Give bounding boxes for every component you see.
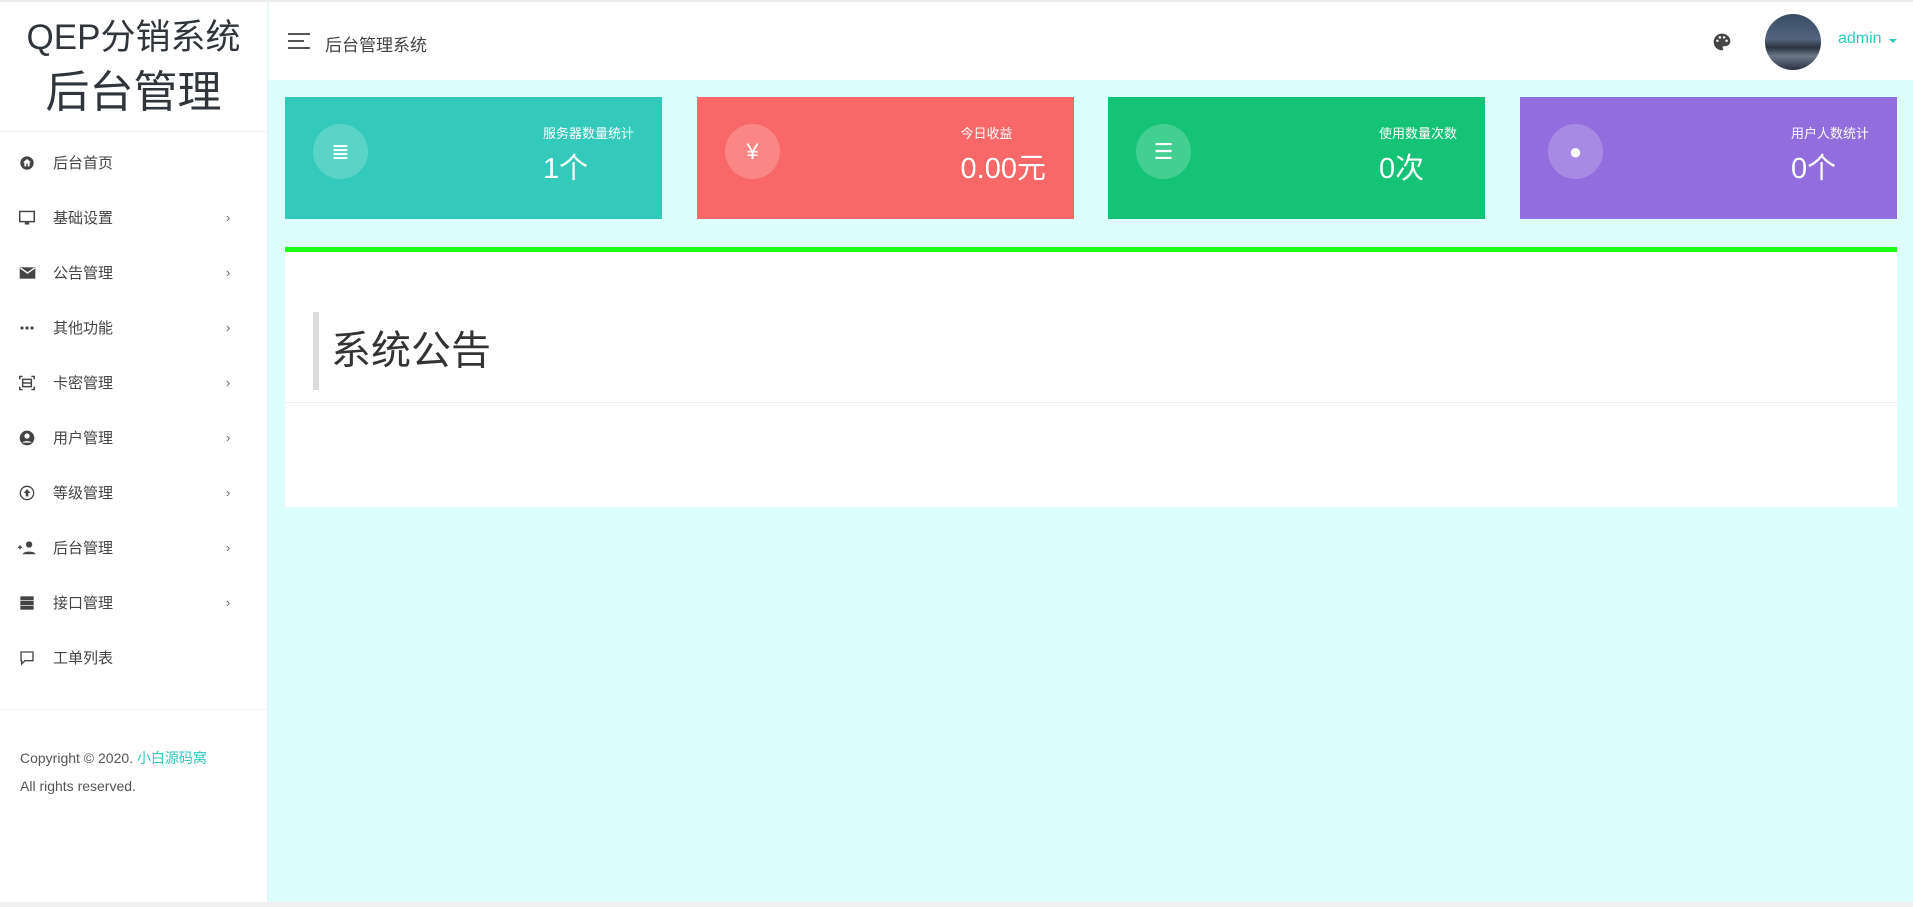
caret-down-icon[interactable] [1889,39,1897,47]
rights-text: All rights reserved. [20,778,136,794]
sidebar-item[interactable]: 后台首页 [0,135,267,190]
header-title: 后台管理系统 [325,36,427,55]
stat-label: 服务器数量统计 [542,126,634,141]
user-menu[interactable]: admin [1838,30,1882,47]
sidebar-item[interactable]: 基础设置 › [0,190,267,245]
logo-line1: QEP分销系统 [26,18,241,57]
sidebar-item[interactable]: 工单列表 [0,630,267,685]
arrow-up-circle-icon [15,485,39,501]
stat-value: 0个 [1790,153,1837,185]
stat-value: 0次 [1378,153,1425,185]
user-circle-icon [15,430,39,446]
chevron-right-icon: › [226,485,231,500]
divider [285,402,1897,403]
sidebar-item[interactable]: 其他功能 › [0,300,267,355]
logo-line2: 后台管理 [45,68,222,117]
user-add-icon [15,540,39,555]
logo: QEP分销系统 后台管理 [0,2,267,132]
stat-card: ☰ 使用数量次数 0次 [1108,97,1485,219]
bottom-border [0,902,1913,907]
stat-value: 0.00元 [960,153,1046,185]
sidebar-item[interactable]: 卡密管理 › [0,355,267,410]
scan-icon [15,375,39,391]
menu-toggle-icon[interactable] [288,33,310,54]
panel-title: 系统公告 [313,312,491,390]
sidebar-item[interactable]: 等级管理 › [0,465,267,520]
sidebar-item[interactable]: 后台管理 › [0,520,267,575]
server-icon [15,595,39,611]
top-header: 后台管理系统 admin [269,2,1913,80]
copyright-text: Copyright © 2020. [20,750,134,766]
sidebar-item-label: 其他功能 [53,320,114,337]
sidebar-item-label: 工单列表 [53,650,114,667]
sidebar-footer: Copyright © 2020. 小白源码窝 All rights reser… [0,709,267,834]
stat-card: ¥ 今日收益 0.00元 [697,97,1074,219]
sidebar-item-label: 卡密管理 [53,375,114,392]
more-icon [15,325,39,331]
home-icon [15,155,39,171]
comment-icon [15,650,39,666]
sidebar-item-label: 用户管理 [53,430,114,447]
user-circle-icon: ● [1548,124,1603,179]
sidebar: QEP分销系统 后台管理 后台首页 基础设置 › 公告管理 › 其他功能 › 卡密管理 › 用户管… [0,2,268,902]
sidebar-item-label: 等级管理 [53,485,114,502]
sidebar-item[interactable]: 接口管理 › [0,575,267,630]
yen-icon: ¥ [725,124,780,179]
stat-label: 使用数量次数 [1378,126,1457,141]
footer-link[interactable]: 小白源码窝 [136,750,207,766]
mail-icon [15,266,39,280]
sidebar-item-label: 后台管理 [53,540,114,557]
sidebar-item-label: 基础设置 [53,210,114,227]
avatar[interactable] [1765,14,1821,70]
chevron-right-icon: › [226,540,231,555]
stat-label: 用户人数统计 [1790,126,1869,141]
sidebar-item[interactable]: 公告管理 › [0,245,267,300]
chevron-right-icon: › [226,375,231,390]
stat-value: 1个 [542,153,589,185]
chevron-right-icon: › [226,210,231,225]
bullet-list-icon: ☰ [1136,124,1191,179]
chevron-right-icon: › [226,430,231,445]
announcement-panel: 系统公告 [285,247,1897,507]
stat-card: ● 用户人数统计 0个 [1520,97,1897,219]
sidebar-item[interactable]: 用户管理 › [0,410,267,465]
sidebar-menu: 后台首页 基础设置 › 公告管理 › 其他功能 › 卡密管理 › 用户管理 › 等级管理 › 后台管理 › 接… [0,132,267,685]
monitor-icon [15,210,39,226]
list-icon: ≣ [313,124,368,179]
sidebar-item-label: 接口管理 [53,595,114,612]
chevron-right-icon: › [226,320,231,335]
chevron-right-icon: › [226,265,231,280]
sidebar-item-label: 公告管理 [53,265,114,282]
stat-card: ≣ 服务器数量统计 1个 [285,97,662,219]
top-border [0,0,1913,2]
palette-icon[interactable] [1712,32,1732,52]
chevron-right-icon: › [226,595,231,610]
stat-label: 今日收益 [960,126,1013,141]
sidebar-item-label: 后台首页 [53,155,114,172]
